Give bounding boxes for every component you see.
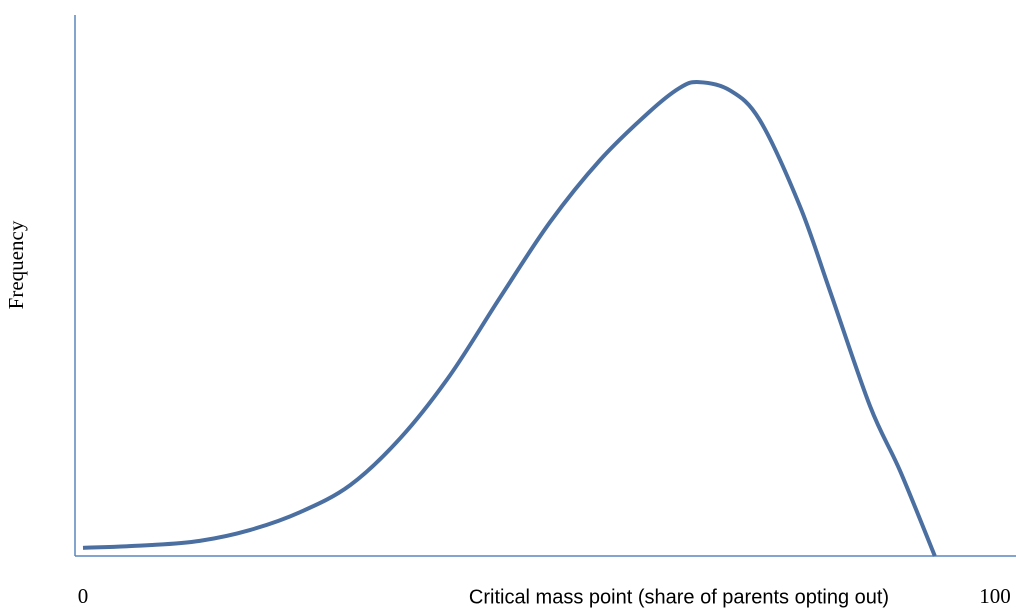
x-tick-label: 0 [78, 584, 89, 608]
x-axis-label: Critical mass point (share of parents op… [469, 586, 889, 608]
y-axis-label: Frequency [4, 220, 28, 309]
x-tick-label: 100 [979, 584, 1011, 608]
line [82, 80, 937, 557]
